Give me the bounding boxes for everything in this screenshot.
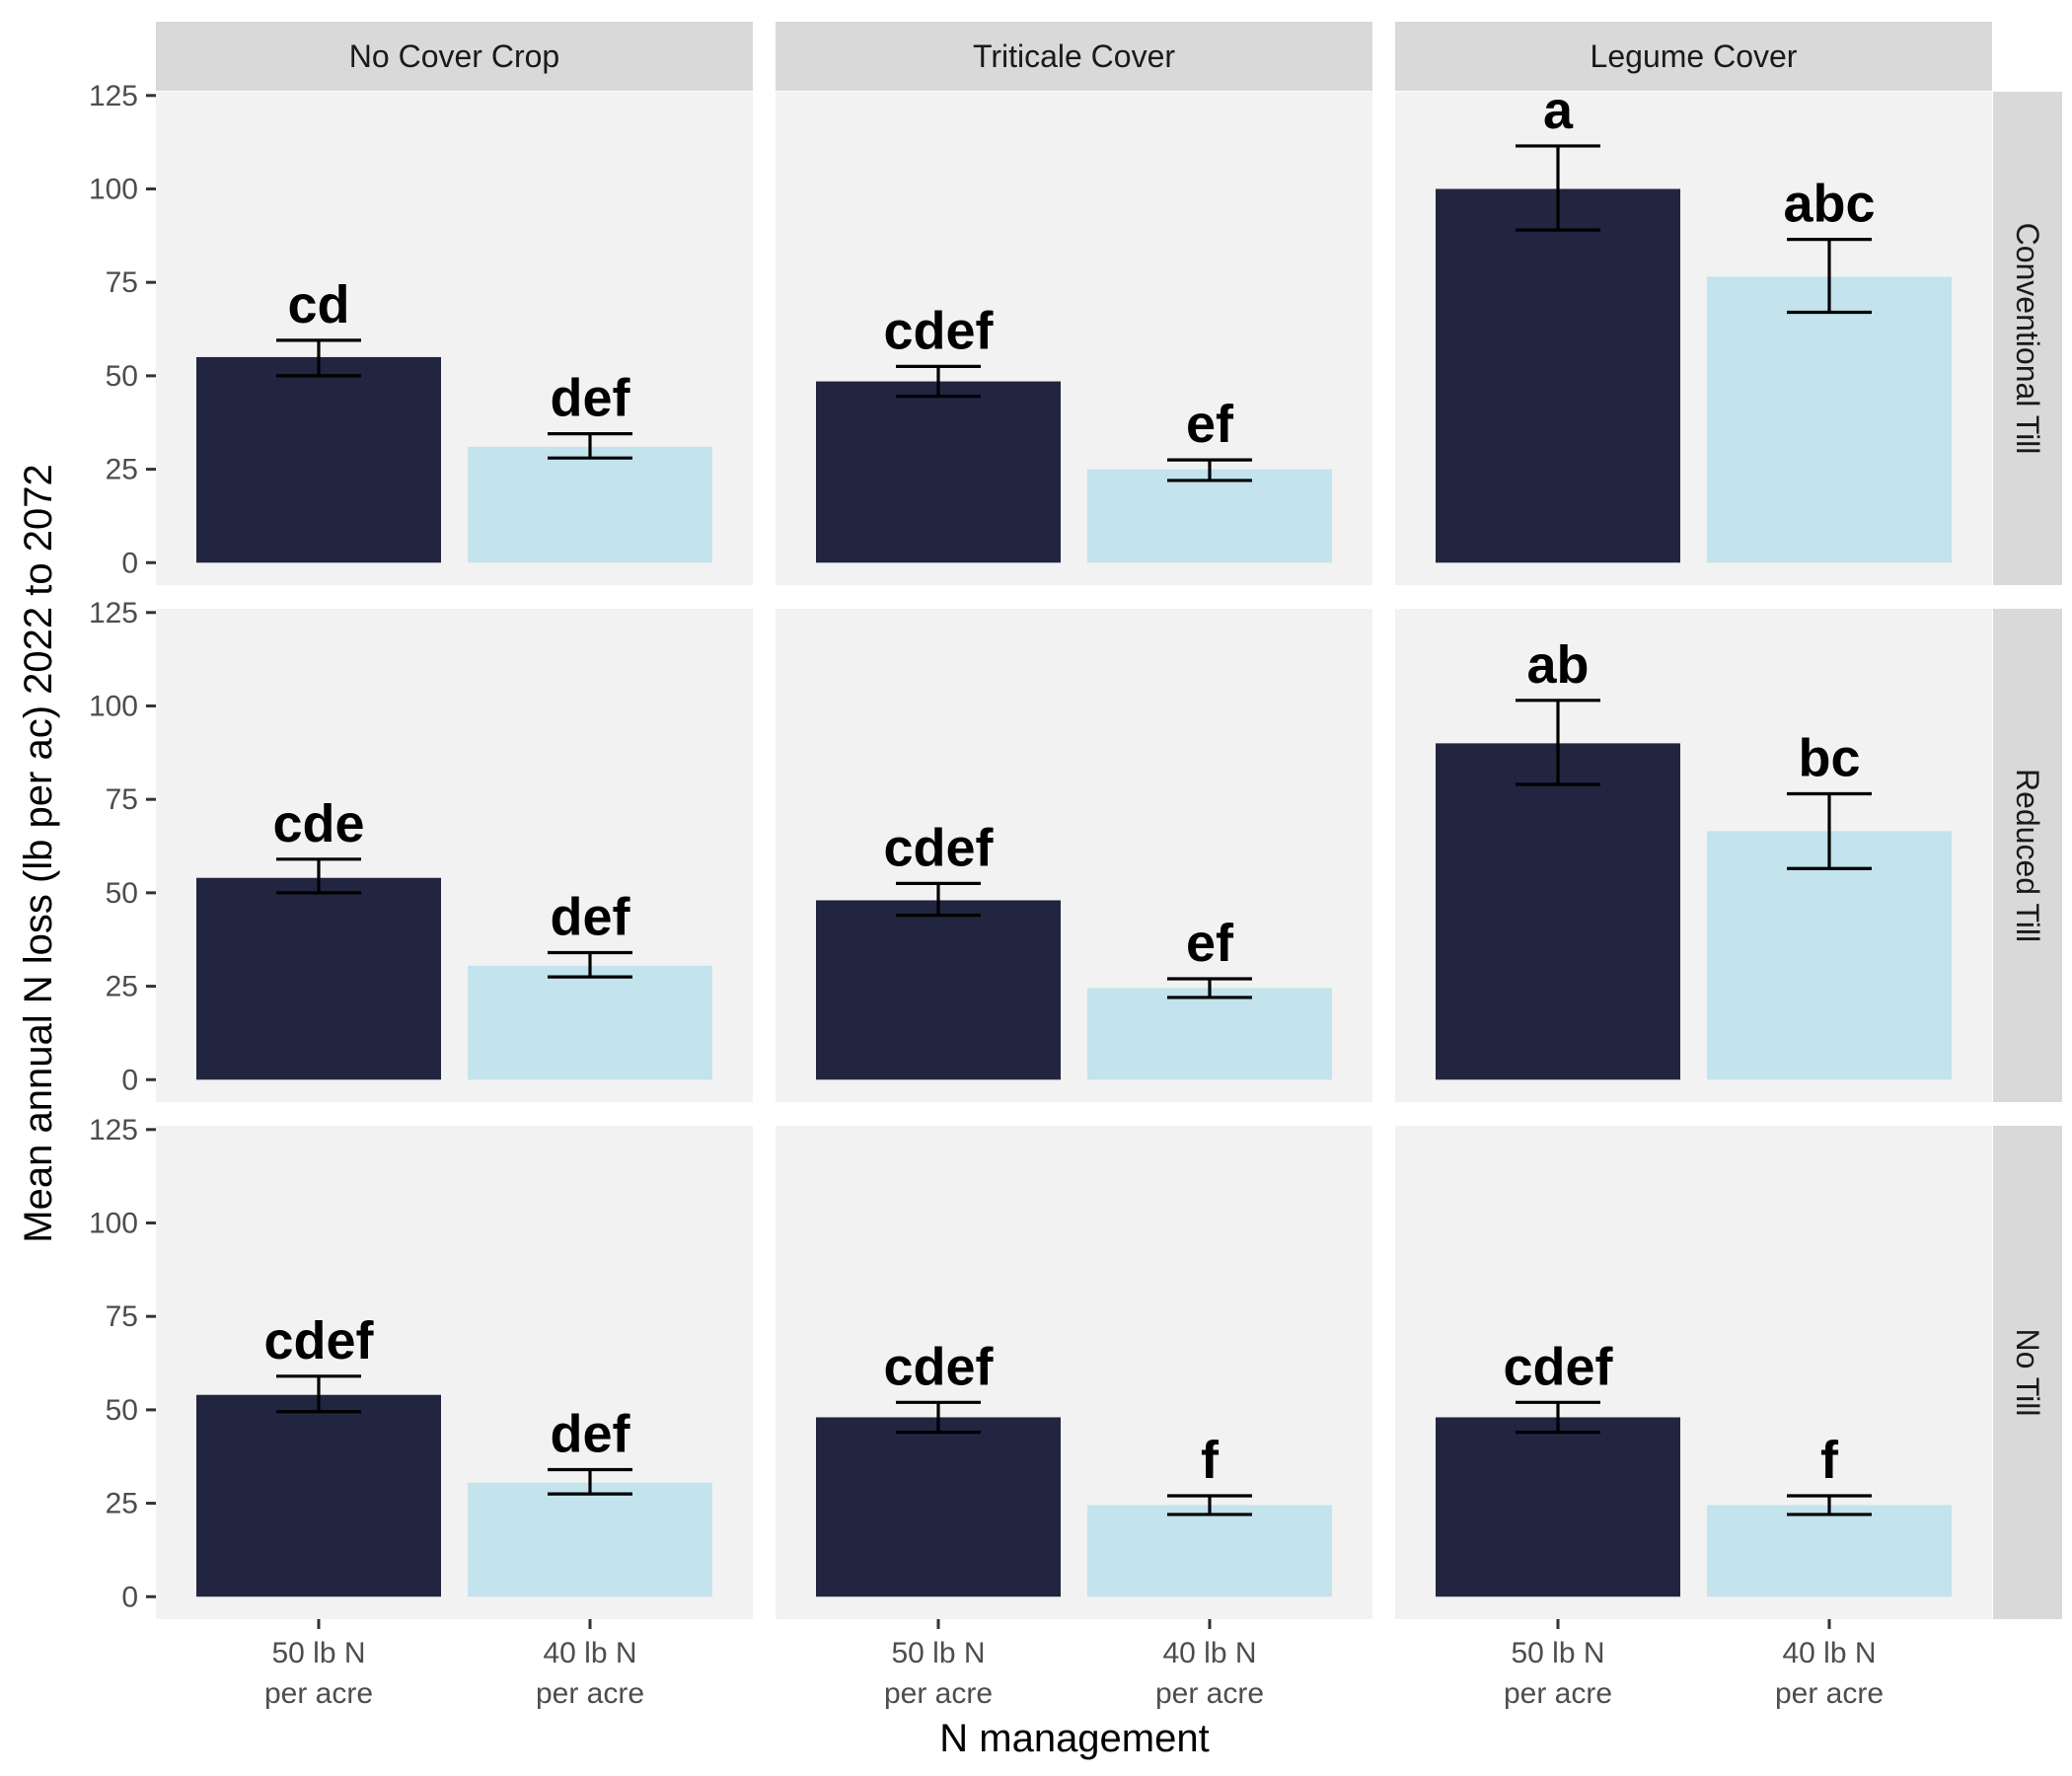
y-tick-label: 100 (89, 690, 138, 722)
column-strip-label: Triticale Cover (973, 38, 1175, 74)
significance-label: ef (1186, 395, 1234, 454)
error-bar (276, 857, 361, 895)
y-tick-label: 25 (106, 1488, 138, 1520)
y-tick-label: 75 (106, 266, 138, 299)
x-tick-label-line1: 40 lb N (1162, 1637, 1256, 1669)
bar (816, 1417, 1061, 1597)
significance-label: cdef (883, 818, 994, 877)
row-strip (1993, 1126, 2062, 1619)
y-tick-label: 125 (89, 597, 138, 629)
row-strip-label: No Till (2010, 1329, 2045, 1417)
y-axis-title: Mean annual N loss (lb per ac) 2022 to 2… (17, 464, 60, 1242)
x-tick-label-line2: per acre (264, 1677, 373, 1710)
error-bar (548, 1467, 632, 1496)
bar (468, 1482, 712, 1597)
y-tick-label: 100 (89, 1207, 138, 1239)
error-bar (1167, 977, 1252, 999)
bar (1087, 988, 1332, 1080)
row-strip-label: Reduced Till (2010, 769, 2045, 942)
bar (196, 356, 441, 563)
bar (1087, 469, 1332, 563)
significance-label: f (1820, 1431, 1839, 1490)
error-bar (548, 950, 632, 979)
bar (468, 446, 712, 563)
error-bar (896, 1400, 981, 1435)
y-tick-label: 50 (106, 1394, 138, 1427)
bar (196, 877, 441, 1080)
x-tick-label-line1: 50 lb N (1511, 1637, 1604, 1669)
x-tick-label-line2: per acre (1155, 1677, 1264, 1710)
bar (1707, 831, 1952, 1080)
significance-label: def (551, 1404, 631, 1463)
column-strip (156, 22, 753, 91)
error-bar (1167, 1494, 1252, 1517)
y-tick-label: 0 (121, 1581, 138, 1613)
x-tick-label-line2: per acre (536, 1677, 644, 1710)
bar (1087, 1505, 1332, 1597)
row-strip (1993, 609, 2062, 1102)
column-strip-label: Legume Cover (1591, 38, 1798, 74)
y-tick-label: 0 (121, 547, 138, 579)
significance-label: cde (272, 794, 364, 853)
bar (816, 900, 1061, 1080)
x-axis-title: N management (939, 1717, 1209, 1760)
y-tick-label: 100 (89, 173, 138, 205)
column-strip-label: No Cover Crop (349, 38, 559, 74)
bar (468, 965, 712, 1080)
error-bar (896, 881, 981, 918)
column-strip (1395, 22, 1992, 91)
error-bar (1787, 1494, 1872, 1517)
significance-label: def (551, 369, 631, 428)
error-bar (548, 431, 632, 460)
bar (1436, 1417, 1680, 1597)
significance-label: bc (1798, 729, 1860, 788)
bar (816, 381, 1061, 563)
significance-label: cdef (263, 1311, 374, 1370)
y-tick-label: 50 (106, 360, 138, 393)
y-tick-label: 50 (106, 877, 138, 910)
x-tick-label-line2: per acre (1504, 1677, 1612, 1710)
x-tick-label-line1: 40 lb N (543, 1637, 636, 1669)
significance-label: ef (1186, 914, 1234, 973)
error-bar (1787, 791, 1872, 870)
column-strip (776, 22, 1372, 91)
error-bar (1516, 1400, 1600, 1435)
bar (1707, 1505, 1952, 1597)
x-tick-label-line2: per acre (884, 1677, 993, 1710)
bar (1436, 743, 1680, 1080)
error-bar (1516, 144, 1600, 232)
y-tick-label: 75 (106, 1300, 138, 1333)
row-strip (1993, 92, 2062, 585)
y-tick-label: 25 (106, 454, 138, 486)
significance-label: cdef (883, 1337, 994, 1396)
significance-label: ab (1526, 635, 1589, 695)
x-tick-label-line1: 50 lb N (271, 1637, 365, 1669)
x-tick-label-line2: per acre (1775, 1677, 1884, 1710)
y-tick-label: 125 (89, 80, 138, 112)
error-bar (1167, 458, 1252, 482)
significance-label: abc (1783, 175, 1875, 234)
bar (1436, 188, 1680, 563)
y-tick-label: 25 (106, 971, 138, 1003)
x-tick-label-line1: 40 lb N (1782, 1637, 1876, 1669)
y-tick-label: 0 (121, 1064, 138, 1096)
error-bar (276, 1374, 361, 1414)
significance-label: cd (287, 275, 349, 334)
y-tick-label: 125 (89, 1114, 138, 1147)
significance-label: cdef (1503, 1337, 1613, 1396)
row-strip-label: Conventional Till (2010, 223, 2045, 455)
error-bar (1516, 699, 1600, 786)
error-bar (276, 338, 361, 378)
bar (196, 1394, 441, 1597)
x-tick-label-line1: 50 lb N (891, 1637, 985, 1669)
significance-label: f (1201, 1431, 1220, 1490)
significance-label: cdef (883, 301, 994, 360)
y-tick-label: 75 (106, 783, 138, 816)
significance-label: def (551, 887, 631, 946)
error-bar (1787, 238, 1872, 315)
error-bar (896, 364, 981, 399)
bar (1707, 276, 1952, 563)
